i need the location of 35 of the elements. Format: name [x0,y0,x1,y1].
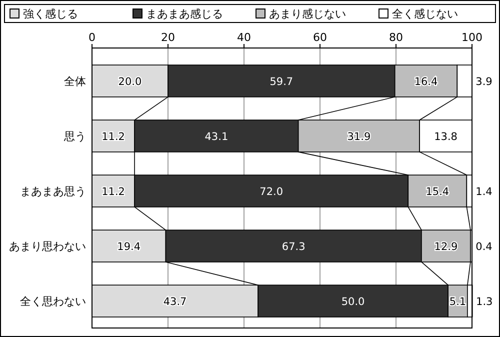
x-tick-label: 80 [389,31,403,44]
y-tick-label: あまり思わない [9,240,86,254]
data-label: 3.9 [476,76,492,88]
data-label: 43.7 [163,296,187,308]
data-label: 5.1 [449,296,466,308]
x-tick-label: 60 [313,31,327,44]
legend-label: 強く感じる [23,8,78,20]
data-label: 31.9 [347,130,371,143]
y-tick-label: 全く思わない [20,295,86,308]
data-label: 0.4 [476,241,493,254]
data-label: 50.0 [341,296,365,308]
data-label: 1.3 [476,296,493,308]
data-label: 15.4 [426,186,450,198]
x-tick-label: 0 [88,31,96,44]
x-tick-label: 20 [161,31,175,44]
data-label: 67.3 [282,241,306,254]
data-label: 19.4 [117,241,141,254]
data-label: 72.0 [260,186,284,198]
data-label: 20.0 [118,76,142,88]
data-label: 12.9 [434,241,458,254]
x-tick-label: 100 [462,31,482,44]
data-label: 13.8 [434,130,458,143]
data-label: 11.2 [102,130,125,143]
legend-label: まあまあ感じる [146,8,223,20]
data-label: 43.1 [204,130,228,143]
legend-label: 全く感じない [392,8,458,20]
y-tick-label: 全体 [64,74,86,88]
data-label: 11.2 [102,186,125,198]
y-tick-label: まあまあ思う [20,185,86,198]
data-label: 1.4 [476,186,493,198]
y-tick-label: 思う [63,130,86,143]
data-label: 16.4 [414,76,438,88]
data-label: 59.7 [270,76,294,88]
x-tick-label: 40 [237,31,251,44]
legend-label: あまり感じない [269,8,346,20]
